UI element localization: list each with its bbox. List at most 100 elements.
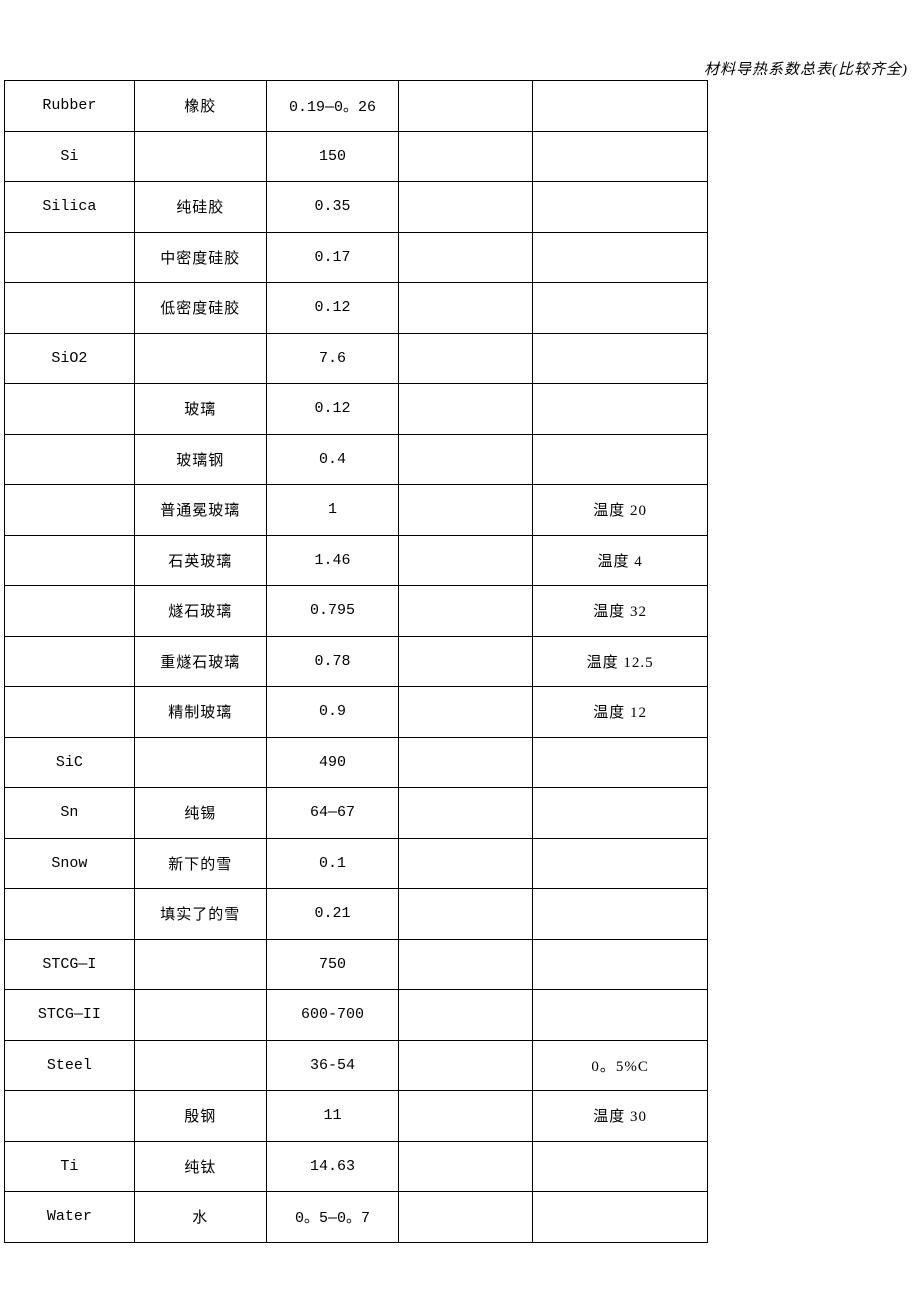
- table-cell: Rubber: [5, 81, 135, 132]
- table-cell: [399, 788, 533, 839]
- table-cell: STCG—II: [5, 990, 135, 1041]
- table-row: 玻璃0.12: [5, 384, 708, 435]
- table-cell: [533, 1192, 708, 1243]
- table-cell: [5, 232, 135, 283]
- table-cell: [5, 889, 135, 940]
- table-cell: 0.795: [266, 586, 399, 637]
- table-cell: 石英玻璃: [134, 535, 266, 586]
- table-cell: 填实了的雪: [134, 889, 266, 940]
- table-cell: 新下的雪: [134, 838, 266, 889]
- table-cell: 150: [266, 131, 399, 182]
- table-cell: [399, 434, 533, 485]
- table-cell: 重燧石玻璃: [134, 636, 266, 687]
- table-cell: 0.4: [266, 434, 399, 485]
- table-cell: 600-700: [266, 990, 399, 1041]
- table-cell: 橡胶: [134, 81, 266, 132]
- table-cell: 殷钢: [134, 1091, 266, 1142]
- table-cell: Ti: [5, 1141, 135, 1192]
- table-cell: SiO2: [5, 333, 135, 384]
- table-cell: [134, 737, 266, 788]
- table-cell: 0.9: [266, 687, 399, 738]
- table-cell: 1.46: [266, 535, 399, 586]
- table-cell: 温度 30: [533, 1091, 708, 1142]
- table-cell: 中密度硅胶: [134, 232, 266, 283]
- table-cell: [399, 889, 533, 940]
- table-cell: 0。5%C: [533, 1040, 708, 1091]
- table-row: 中密度硅胶0.17: [5, 232, 708, 283]
- table-cell: [399, 1091, 533, 1142]
- table-row: 精制玻璃0.9温度 12: [5, 687, 708, 738]
- table-cell: 纯锡: [134, 788, 266, 839]
- table-cell: 1: [266, 485, 399, 536]
- table-cell: 温度 12: [533, 687, 708, 738]
- table-cell: 水: [134, 1192, 266, 1243]
- table-cell: [533, 1141, 708, 1192]
- table-row: Rubber橡胶0.19—0。26: [5, 81, 708, 132]
- table-cell: Si: [5, 131, 135, 182]
- table-cell: [533, 737, 708, 788]
- table-cell: 0。5—0。7: [266, 1192, 399, 1243]
- table-cell: [399, 687, 533, 738]
- table-cell: Sn: [5, 788, 135, 839]
- table-cell: 温度 32: [533, 586, 708, 637]
- table-cell: [5, 586, 135, 637]
- table-cell: [134, 333, 266, 384]
- table-cell: [399, 1040, 533, 1091]
- table-row: 石英玻璃1.46 温度 4: [5, 535, 708, 586]
- table-row: 重燧石玻璃0.78温度 12.5: [5, 636, 708, 687]
- table-cell: [399, 1141, 533, 1192]
- table-cell: [399, 333, 533, 384]
- table-row: STCG—I 750: [5, 939, 708, 990]
- table-row: Silica纯硅胶0.35: [5, 182, 708, 233]
- table-cell: Snow: [5, 838, 135, 889]
- table-cell: [5, 434, 135, 485]
- table-cell: 0.78: [266, 636, 399, 687]
- table-cell: [5, 384, 135, 435]
- table-cell: [399, 990, 533, 1041]
- table-cell: 7.6: [266, 333, 399, 384]
- table-cell: 燧石玻璃: [134, 586, 266, 637]
- table-cell: 750: [266, 939, 399, 990]
- table-cell: [134, 1040, 266, 1091]
- table-row: Water水0。5—0。7: [5, 1192, 708, 1243]
- table-cell: [399, 283, 533, 334]
- table-cell: Silica: [5, 182, 135, 233]
- table-cell: 温度 4: [533, 535, 708, 586]
- table-cell: [5, 687, 135, 738]
- page-header-title: 材料导热系数总表(比较齐全): [704, 58, 908, 79]
- table-row: Steel36-540。5%C: [5, 1040, 708, 1091]
- table-cell: 纯硅胶: [134, 182, 266, 233]
- table-row: 燧石玻璃0.795 温度 32: [5, 586, 708, 637]
- table-cell: [533, 81, 708, 132]
- table-cell: [533, 939, 708, 990]
- table-cell: Steel: [5, 1040, 135, 1091]
- table-cell: 0.17: [266, 232, 399, 283]
- table-cell: [533, 434, 708, 485]
- table-row: Snow新下的雪0.1: [5, 838, 708, 889]
- table-cell: 玻璃: [134, 384, 266, 435]
- table-row: Ti纯钛14.63: [5, 1141, 708, 1192]
- table-cell: [134, 939, 266, 990]
- table-cell: [399, 1192, 533, 1243]
- table-cell: [5, 485, 135, 536]
- table-cell: [399, 737, 533, 788]
- table-cell: 玻璃钢: [134, 434, 266, 485]
- table-cell: [399, 384, 533, 435]
- table-cell: [5, 636, 135, 687]
- table-cell: 0.35: [266, 182, 399, 233]
- table-cell: [533, 232, 708, 283]
- table-cell: 0.1: [266, 838, 399, 889]
- table-cell: [399, 182, 533, 233]
- table-cell: [399, 535, 533, 586]
- table-cell: 14.63: [266, 1141, 399, 1192]
- table-cell: [533, 838, 708, 889]
- table-cell: [533, 788, 708, 839]
- table-cell: [5, 283, 135, 334]
- table-cell: 0.12: [266, 283, 399, 334]
- table-row: STCG—II 600-700: [5, 990, 708, 1041]
- table-cell: 低密度硅胶: [134, 283, 266, 334]
- table-cell: 64—67: [266, 788, 399, 839]
- table-cell: [533, 333, 708, 384]
- table-row: Sn纯锡64—67: [5, 788, 708, 839]
- table-cell: STCG—I: [5, 939, 135, 990]
